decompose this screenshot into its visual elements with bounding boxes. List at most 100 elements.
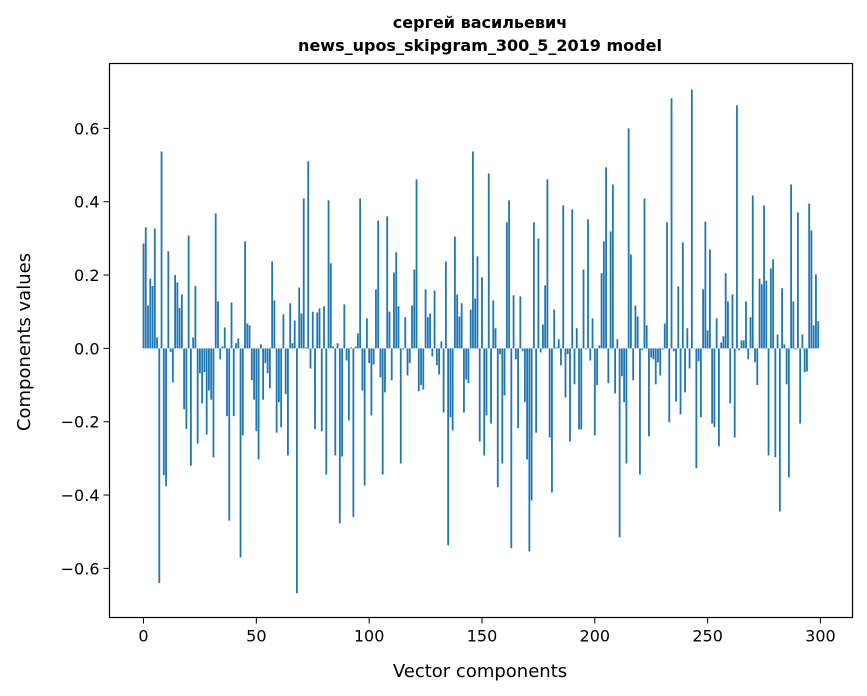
chart-title-line-2: news_upos_skipgram_300_5_2019 model (298, 36, 662, 55)
x-tick-label: 0 (138, 627, 148, 646)
bar-component-128 (431, 348, 434, 357)
bar-component-62 (282, 314, 285, 349)
bar-component-142 (463, 348, 465, 413)
bar-component-131 (438, 348, 441, 375)
x-axis-label: Vector components (393, 661, 567, 682)
x-axis-ticks: 0 50 100 150 200 250 300 (138, 617, 836, 646)
bar-component-95 (356, 333, 359, 349)
bar-component-66 (291, 343, 294, 349)
bar-component-292 (801, 334, 804, 349)
bar-component-279 (772, 259, 774, 349)
bar-component-32 (214, 213, 217, 349)
y-tick-label: −0.6 (61, 559, 100, 578)
bar-component-282 (778, 348, 781, 512)
bar-component-59 (275, 348, 278, 433)
bar-component-22 (192, 337, 195, 349)
bar-component-151 (483, 348, 486, 456)
bar-component-295 (808, 203, 811, 349)
bar-component-124 (422, 348, 425, 390)
bar-component-287 (790, 184, 793, 349)
x-tick-label: 150 (467, 627, 498, 646)
bar-component-57 (271, 261, 274, 349)
bar-component-210 (616, 339, 619, 349)
bar-component-101 (370, 348, 373, 416)
bar-component-209 (614, 348, 617, 394)
bar-component-144 (467, 348, 470, 384)
bar-component-96 (359, 198, 362, 349)
bar-component-248 (702, 289, 705, 349)
bar-component-148 (476, 256, 479, 349)
bar-component-215 (627, 128, 630, 349)
bar-component-54 (264, 348, 267, 364)
bar-component-172 (530, 348, 533, 501)
bar-component-67 (293, 320, 296, 349)
bars-group (142, 89, 820, 594)
bar-component-177 (542, 324, 544, 349)
bar-component-167 (519, 296, 522, 349)
x-tick-label: 250 (692, 627, 723, 646)
bar-component-237 (677, 286, 680, 349)
bar-component-267 (745, 301, 747, 349)
bar-component-259 (727, 301, 729, 349)
bar-component-132 (440, 341, 443, 349)
bar-component-253 (713, 348, 716, 428)
bar-component-189 (569, 348, 571, 442)
bar-component-216 (630, 254, 632, 349)
y-tick-label: −0.2 (61, 413, 100, 432)
bar-component-125 (424, 289, 427, 349)
bar-component-5 (153, 228, 156, 349)
bar-component-68 (296, 348, 298, 594)
bar-component-221 (641, 348, 644, 351)
bar-component-165 (514, 348, 517, 360)
bar-component-91 (347, 348, 350, 421)
bar-component-152 (485, 348, 488, 416)
bar-component-121 (415, 179, 418, 349)
bar-component-71 (302, 198, 305, 349)
bar-component-111 (393, 272, 395, 349)
bar-component-193 (578, 348, 580, 430)
bar-component-40 (232, 348, 235, 417)
bar-component-197 (587, 219, 589, 349)
bar-component-204 (602, 241, 605, 349)
bar-component-112 (395, 252, 398, 349)
bar-component-3 (149, 278, 152, 349)
bar-component-212 (620, 348, 623, 377)
bar-component-262 (733, 348, 736, 438)
bar-component-278 (769, 268, 772, 349)
y-tick-label: 0.4 (74, 193, 99, 212)
bar-component-147 (474, 298, 477, 349)
bar-component-113 (397, 306, 400, 349)
bar-component-223 (645, 325, 648, 349)
bar-component-293 (803, 348, 806, 373)
bar-component-297 (812, 325, 815, 349)
bar-component-182 (553, 309, 556, 349)
bar-component-143 (465, 348, 468, 380)
bar-component-72 (305, 347, 307, 349)
bar-component-97 (361, 348, 364, 391)
bar-component-99 (365, 318, 368, 349)
bar-component-296 (810, 230, 813, 349)
bar-component-141 (460, 303, 463, 349)
bar-component-61 (280, 348, 283, 428)
bar-component-145 (469, 309, 472, 349)
bar-component-130 (435, 348, 438, 366)
bar-component-162 (508, 200, 510, 349)
bar-component-249 (704, 221, 707, 349)
bar-component-286 (787, 348, 790, 478)
bar-component-110 (390, 348, 393, 381)
y-tick-label: 0.0 (74, 339, 99, 358)
bar-component-104 (377, 220, 380, 349)
bar-component-81 (325, 348, 328, 475)
bar-component-285 (785, 348, 788, 385)
bar-component-235 (672, 348, 675, 352)
bar-component-174 (535, 348, 538, 433)
bar-component-205 (605, 167, 607, 349)
bar-component-241 (686, 328, 689, 349)
bar-component-6 (156, 337, 158, 349)
bar-component-291 (799, 348, 802, 424)
bar-component-140 (458, 316, 461, 349)
bar-component-288 (792, 301, 795, 349)
bar-component-50 (255, 348, 258, 432)
bar-component-117 (406, 348, 409, 376)
